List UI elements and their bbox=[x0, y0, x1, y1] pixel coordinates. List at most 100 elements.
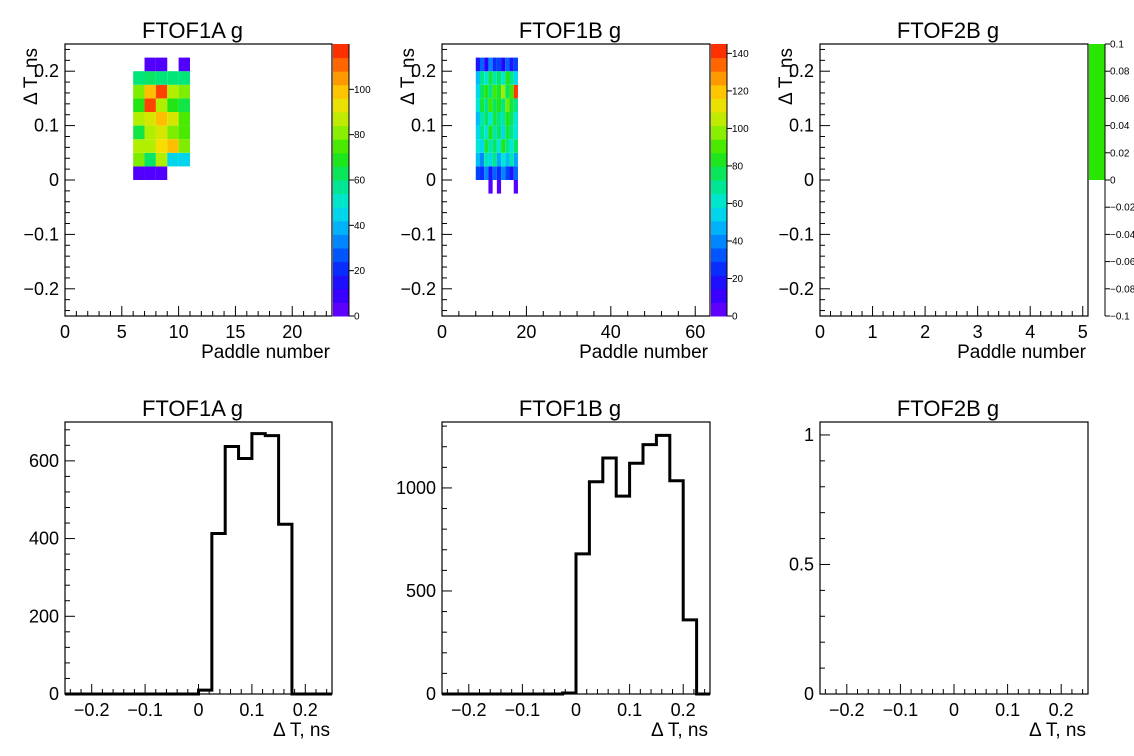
chart-panel-4: −0.2 −0.1 0 0.1 0.2 0 200 400 600 FTOF1A g Δ T, ns bbox=[29, 396, 333, 741]
colorbar-swatch bbox=[333, 84, 349, 99]
chart-title: FTOF1B g bbox=[519, 396, 621, 421]
heatmap-cell bbox=[488, 98, 493, 112]
heatmap-cell bbox=[501, 152, 506, 167]
chart-panel-6: −0.2 −0.1 0 0.1 0.2 0 0.5 1 FTOF2B g Δ T, ns bbox=[789, 396, 1089, 741]
heatmap-cell bbox=[501, 57, 506, 72]
heatmap-cell bbox=[484, 125, 489, 140]
heatmap-cell bbox=[167, 84, 179, 99]
heatmap-cell bbox=[509, 57, 514, 72]
x-axis-label: Δ T, ns bbox=[273, 720, 330, 741]
x-tick-label: 4 bbox=[1025, 322, 1035, 342]
colorbar-tick-label: 0.08 bbox=[1110, 67, 1130, 78]
heatmap-cell bbox=[496, 112, 502, 126]
x-tick-label: 0.1 bbox=[995, 700, 1020, 720]
colorbar-swatch bbox=[711, 152, 727, 167]
heatmap-cell bbox=[479, 57, 485, 72]
chart-panel-3: 0 1 2 3 4 5 −0.2 −0.1 0 0.1 0.2 FTOF2B g Paddle numb… bbox=[776, 18, 1134, 363]
heatmap-cell bbox=[505, 98, 510, 112]
heatmap-cell bbox=[496, 125, 502, 140]
heatmap-cell bbox=[492, 84, 497, 99]
x-tick-label: −0.2 bbox=[74, 700, 110, 720]
heatmap-cell bbox=[479, 139, 485, 153]
y-tick-label: 400 bbox=[29, 529, 59, 549]
colorbar-swatch bbox=[711, 139, 727, 154]
colorbar-swatch bbox=[333, 98, 349, 113]
colorbar-tick-label: 0 bbox=[354, 312, 360, 323]
x-axis-label: Paddle number bbox=[579, 342, 709, 363]
chart-title: FTOF2B g bbox=[897, 18, 999, 43]
heatmap-cell bbox=[155, 71, 168, 85]
y-tick-label: 0 bbox=[49, 684, 59, 704]
colorbar-tick-label: 0 bbox=[1110, 176, 1116, 187]
y-tick-label: 0 bbox=[804, 684, 814, 704]
y-tick-label: 0 bbox=[804, 170, 814, 190]
x-tick-label: 60 bbox=[685, 322, 705, 342]
colorbar-tick-label: 20 bbox=[354, 266, 366, 277]
x-tick-label: 15 bbox=[225, 322, 245, 342]
colorbar-tick-label: 0 bbox=[732, 312, 738, 323]
y-axis-label: Δ T, ns bbox=[776, 48, 797, 105]
colorbar-swatch bbox=[333, 261, 349, 276]
heatmap-cell bbox=[155, 139, 168, 153]
x-tick-label: 3 bbox=[973, 322, 983, 342]
heatmap-cell bbox=[492, 139, 497, 153]
heatmap-cell bbox=[492, 125, 497, 140]
heatmap-cell bbox=[133, 112, 145, 126]
chart-title: FTOF1B g bbox=[519, 18, 621, 43]
y-tick-label: −0.1 bbox=[23, 224, 59, 244]
y-tick-label: 1 bbox=[804, 425, 814, 445]
heatmap-cell bbox=[492, 57, 497, 72]
colorbar-tick-label: −0.02 bbox=[1110, 203, 1134, 214]
x-tick-label: 2 bbox=[920, 322, 930, 342]
heatmap-cell bbox=[479, 71, 485, 85]
colorbar-tick-label: −0.06 bbox=[1110, 257, 1134, 268]
heatmap-cell bbox=[475, 166, 480, 180]
colorbar-tick-label: −0.04 bbox=[1110, 230, 1134, 241]
colorbar-swatch bbox=[711, 166, 727, 181]
heatmap-cell bbox=[496, 139, 502, 153]
plot-frame bbox=[64, 43, 333, 317]
heatmap-cell bbox=[505, 166, 510, 180]
colorbar-swatch bbox=[333, 180, 349, 195]
colorbar-swatch bbox=[333, 44, 349, 59]
colorbar-tick-label: 0.04 bbox=[1110, 121, 1130, 132]
heatmap-cell bbox=[144, 98, 156, 112]
heatmap-cell bbox=[133, 84, 145, 99]
y-tick-label: 0.2 bbox=[789, 61, 814, 81]
heatmap-cell bbox=[167, 71, 179, 85]
heatmap-cell bbox=[509, 98, 514, 112]
heatmap-cell bbox=[167, 152, 179, 167]
heatmap-cell bbox=[513, 84, 518, 99]
heatmap-cell bbox=[484, 139, 489, 153]
heatmap-cell bbox=[479, 112, 485, 126]
heatmap-cell bbox=[488, 152, 493, 167]
heatmap-cell bbox=[167, 139, 179, 153]
heatmap-cell bbox=[155, 98, 168, 112]
colorbar-tick-label: 0.1 bbox=[1110, 40, 1124, 51]
x-tick-label: −0.2 bbox=[451, 700, 487, 720]
heatmap-cell bbox=[492, 166, 497, 180]
y-tick-label: 0 bbox=[426, 684, 436, 704]
heatmap-cell bbox=[484, 152, 489, 167]
heatmap-cell bbox=[484, 84, 489, 99]
heatmap-cell bbox=[475, 71, 480, 85]
x-tick-label: 5 bbox=[117, 322, 127, 342]
colorbar-tick-label: 40 bbox=[354, 221, 366, 232]
colorbar-swatch bbox=[333, 220, 349, 235]
heatmap-cell bbox=[479, 152, 485, 167]
heatmap-cell bbox=[144, 84, 156, 99]
plot-frame bbox=[819, 43, 1089, 317]
colorbar-tick-label: 80 bbox=[732, 161, 744, 172]
y-tick-label: 1000 bbox=[396, 478, 436, 498]
heatmap-cell bbox=[488, 139, 493, 153]
colorbar-swatch bbox=[711, 98, 727, 113]
heatmap-cell bbox=[513, 71, 518, 85]
y-tick-label: 200 bbox=[29, 606, 59, 626]
colorbar-swatch bbox=[1089, 44, 1105, 180]
colorbar-tick-label: 100 bbox=[354, 85, 371, 96]
heatmap-cell bbox=[178, 57, 190, 72]
heatmap-cell bbox=[501, 139, 506, 153]
x-tick-label: 0.1 bbox=[617, 700, 642, 720]
heatmap-cell bbox=[509, 84, 514, 99]
heatmap-cell bbox=[475, 125, 480, 140]
